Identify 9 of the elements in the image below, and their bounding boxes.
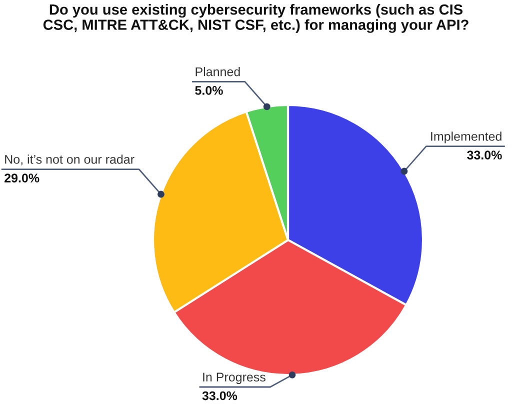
chart-title: Do you use existing cybersecurity frameworks (such as CIS CSC, MITRE ATT&CK, NIST CSF, etc.) for managing your API? (43, 4, 468, 33)
slice-label: Implemented (431, 132, 502, 144)
data-label: 33.0% (202, 391, 238, 400)
slice-label: Planned (196, 67, 240, 76)
slice-label: In Progress (203, 372, 266, 384)
data-label: 33.0% (467, 150, 502, 160)
data-label: 5.0% (195, 86, 223, 95)
data-label: 29.0% (4, 174, 40, 182)
slice-label: No, it’s not on our radar (5, 154, 134, 166)
